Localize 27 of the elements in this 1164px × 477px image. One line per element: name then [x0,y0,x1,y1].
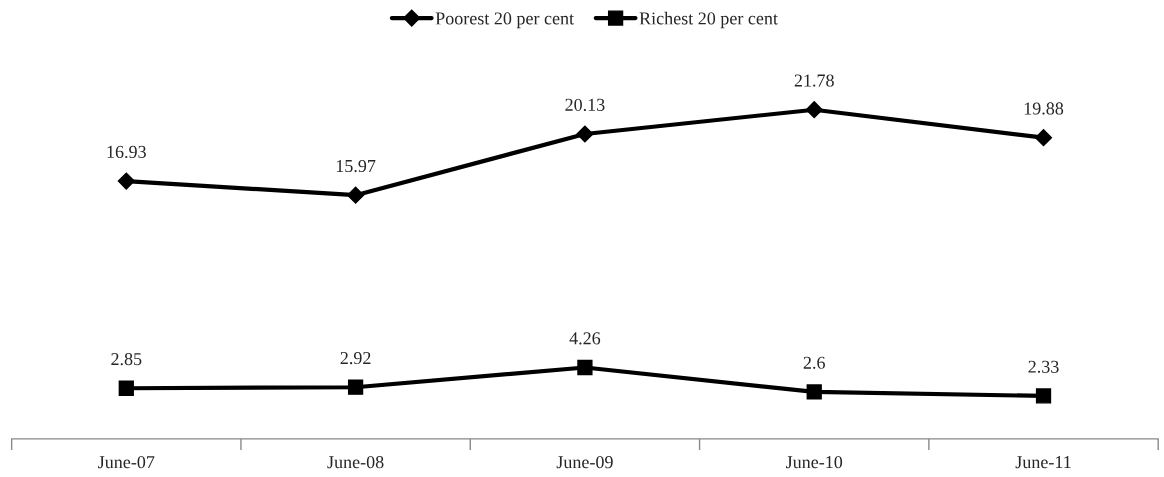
point [806,384,822,400]
data-label: 16.93 [107,145,146,159]
point [805,101,823,119]
data-label: 2.85 [111,352,142,366]
point [1035,388,1052,404]
x-tick-label: June-07 [98,456,155,469]
data-label: 19.88 [1024,102,1064,115]
point [1034,129,1053,147]
data-label: 15.97 [336,159,376,173]
x-tick-label: June-11 [1015,456,1071,469]
point [576,125,594,143]
data-label: 21.78 [794,74,834,87]
point [347,379,364,395]
x-tick-label: June-10 [786,456,843,469]
data-label: 20.13 [565,98,605,111]
data-label: 2.92 [340,351,371,365]
data-label: 2.6 [803,356,825,369]
point [577,359,593,376]
data-label: 4.26 [569,332,601,345]
legend-label: Richest 20 per cent [639,11,778,29]
x-tick-label: June-08 [327,456,384,469]
data-label: 2.33 [1028,360,1059,373]
point [347,186,365,204]
point [117,172,135,190]
point [118,380,134,396]
x-tick-label: June-09 [556,456,613,469]
legend-label: Poorest 20 per cent [435,12,574,29]
